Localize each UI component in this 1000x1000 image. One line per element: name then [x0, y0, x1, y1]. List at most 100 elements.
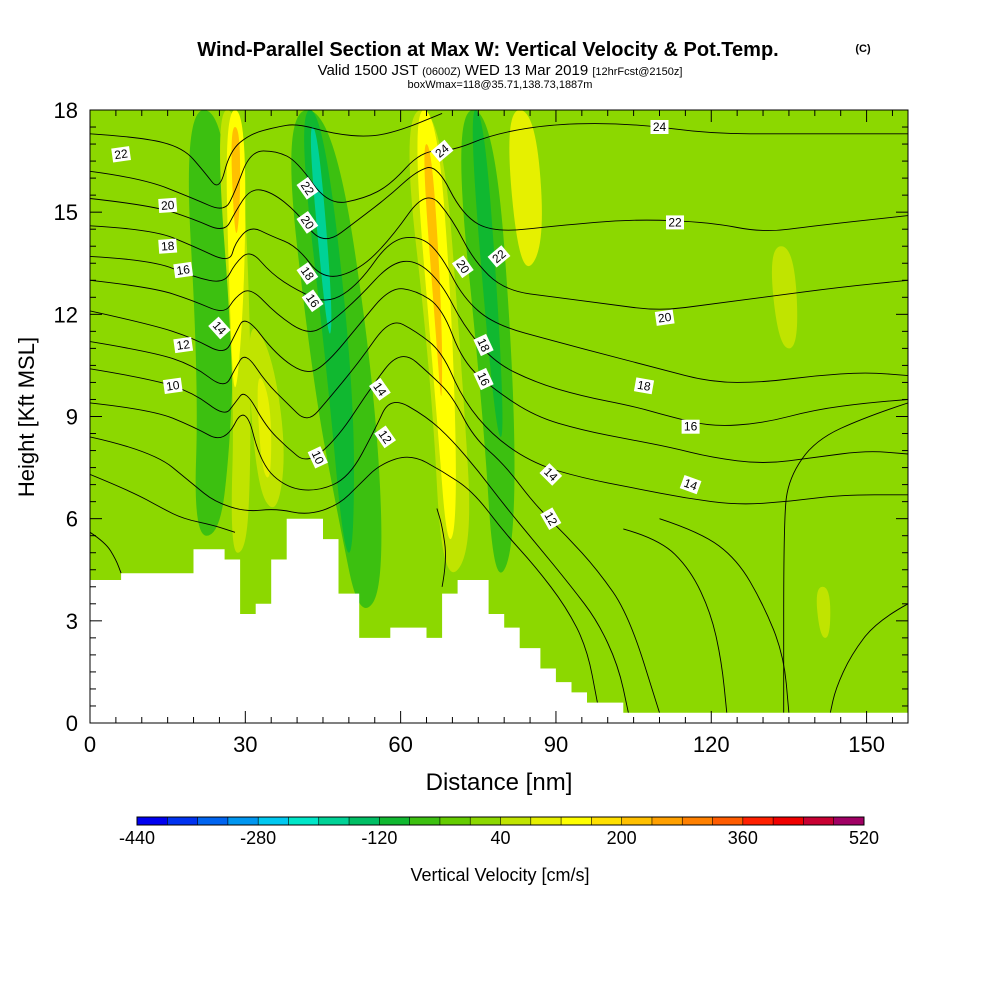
contour-label: 16: [473, 367, 494, 391]
colorbar-tick-label: 360: [728, 828, 758, 848]
y-tick-label: 18: [54, 98, 78, 123]
contour-label: 22: [666, 215, 684, 230]
contour-label-box: [539, 463, 563, 486]
title-copyright-mark: (C): [855, 43, 871, 55]
theta-contour: [90, 260, 908, 426]
contour-label-text: 10: [165, 378, 180, 394]
contour-label-text: 12: [541, 509, 560, 528]
contour-label: 20: [654, 309, 675, 326]
colorbar-swatch: [439, 817, 471, 825]
contour-label-text: 12: [176, 337, 191, 353]
colorbar-tick-label: 520: [849, 828, 879, 848]
theta-contour: [90, 123, 908, 209]
contour-label-box: [451, 255, 474, 279]
contour-label-box: [650, 120, 669, 134]
contour-label: 10: [307, 446, 328, 469]
contour-label-box: [307, 446, 328, 469]
contour-label-box: [296, 211, 319, 234]
contour-label: 18: [296, 262, 319, 285]
contour-label-box: [208, 316, 231, 340]
colorbar-tick-label: -120: [361, 828, 397, 848]
colorbar-tick-label: 200: [607, 828, 637, 848]
contour-label-box: [374, 425, 396, 449]
colorbar-swatch: [318, 817, 350, 825]
y-tick-label: 3: [66, 609, 78, 634]
chart-title: Wind-Parallel Section at Max W: Vertical…: [197, 39, 778, 61]
contour-label: 18: [473, 333, 494, 357]
x-tick-label: 120: [693, 732, 730, 757]
contour-label: 24: [430, 139, 454, 163]
contour-label-box: [158, 238, 178, 254]
contour-label: 14: [369, 377, 391, 401]
y-axis: 0 3 6 9 12 15 18: [54, 98, 908, 736]
contour-label: 14: [208, 316, 231, 340]
contour-label-box: [111, 146, 131, 163]
contour-label-box: [487, 245, 511, 268]
contour-label-box: [296, 176, 319, 200]
w-band: [424, 144, 443, 397]
contour-label-text: 16: [684, 420, 698, 434]
contour-label-box: [301, 289, 324, 313]
w-band: [257, 378, 272, 478]
theta-contour: [623, 528, 728, 713]
w-band: [816, 586, 831, 638]
theta-contour: [90, 402, 629, 713]
contour-label-box: [679, 474, 702, 495]
colorbar-tick-label: 40: [490, 828, 510, 848]
y-axis-label: Height [Kft MSL]: [14, 337, 39, 497]
theta-contour: [90, 288, 908, 463]
contour-label-box: [158, 197, 178, 214]
contour-label: 20: [296, 211, 319, 234]
contour-label-text: 16: [176, 262, 191, 278]
theta-contour: [90, 531, 122, 574]
contour-label-text: 14: [682, 476, 700, 494]
x-tick-label: 0: [84, 732, 96, 757]
contour-label-text: 22: [114, 146, 129, 162]
contour-label: 22: [296, 176, 319, 200]
w-band: [509, 110, 542, 267]
contour-label-box: [633, 377, 655, 395]
colorbar-swatch: [530, 817, 562, 825]
colorbar-swatch: [197, 817, 229, 825]
subtitle-valid-time: Valid 1500 JST: [318, 62, 418, 79]
contour-label-box: [430, 139, 454, 163]
x-tick-label: 150: [848, 732, 885, 757]
colorbar: -440 -280 -120 40 200 360 520: [119, 816, 879, 848]
pot-temp-contours: [90, 112, 908, 713]
contour-label-box: [473, 367, 494, 391]
plot-area: 22 20 18 16 14 12 10 22 20 18 16 14 12 10 24 22 20 18 16 14…: [90, 110, 908, 723]
colorbar-swatch: [379, 817, 410, 825]
w-band: [771, 246, 798, 349]
contour-label: 18: [158, 238, 178, 254]
w-band: [188, 110, 234, 536]
colorbar-swatch: [773, 817, 804, 825]
contour-label-text: 22: [668, 215, 682, 229]
x-axis-label: Distance [nm]: [426, 769, 573, 796]
theta-contour: [90, 436, 598, 703]
colorbar-swatch: [409, 817, 441, 825]
theta-contour: [90, 322, 908, 505]
y-tick-label: 12: [54, 302, 78, 327]
colorbar-tick-label: -440: [119, 828, 155, 848]
w-band: [226, 110, 246, 388]
subtitle-forecast: [12hrFcst@2150z]: [592, 66, 682, 78]
contour-label-box: [369, 377, 391, 401]
contour-label-text: 20: [657, 310, 672, 326]
theta-contour: [783, 402, 908, 713]
contour-label: 12: [173, 336, 194, 354]
theta-contour: [90, 112, 443, 186]
colorbar-swatch: [258, 817, 289, 825]
contour-label-text: 20: [161, 198, 176, 213]
x-tick-label: 30: [233, 732, 257, 757]
contour-label: 22: [111, 146, 131, 163]
theta-contour: [90, 237, 908, 383]
contour-label-box: [654, 309, 675, 326]
w-band: [231, 127, 241, 233]
contour-label: 16: [173, 261, 194, 279]
colorbar-swatch: [651, 817, 683, 825]
chart-subtitle-2: boxWmax=118@35.71,138.73,1887m: [408, 79, 593, 91]
colorbar-swatch: [621, 817, 653, 825]
contour-label-box: [162, 377, 183, 394]
contour-labels: 22 20 18 16 14 12 10 22 20 18 16 14 12 10 24 22 20 18 16 14…: [111, 120, 702, 530]
